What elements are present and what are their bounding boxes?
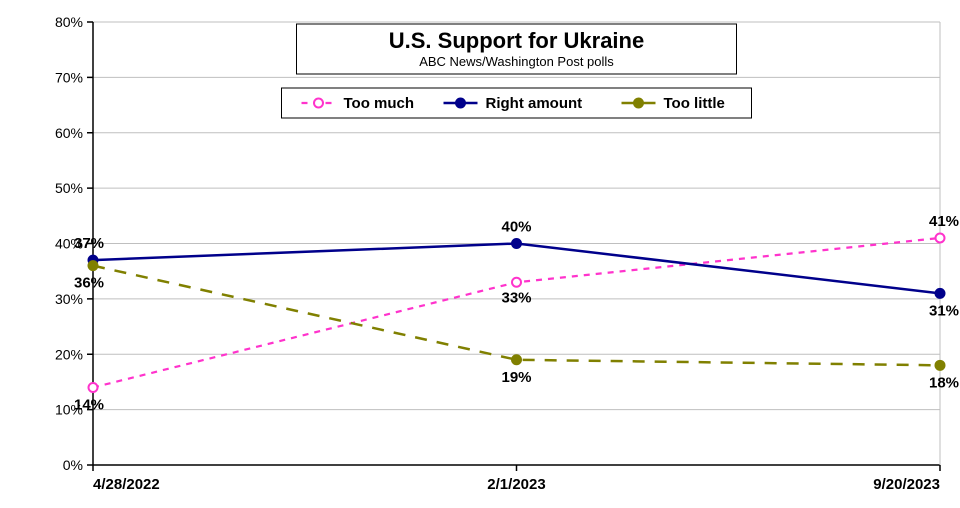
legend-label-too_much: Too much: [344, 95, 415, 112]
legend-marker-too_little: [634, 99, 643, 108]
data-label-too_much: 33%: [501, 289, 531, 306]
series-marker-too_much: [936, 233, 945, 242]
data-label-right_amount: 31%: [929, 302, 959, 319]
data-label-right_amount: 40%: [501, 219, 531, 236]
x-tick-label: 4/28/2022: [93, 476, 160, 493]
legend-label-right_amount: Right amount: [486, 95, 583, 112]
series-marker-too_little: [512, 355, 521, 364]
chart-svg: 0%10%20%30%40%50%60%70%80%4/28/20222/1/2…: [0, 0, 960, 508]
legend-marker-right_amount: [456, 99, 465, 108]
data-label-too_much: 14%: [74, 396, 104, 413]
y-tick-label: 60%: [55, 125, 83, 141]
data-label-too_little: 18%: [929, 374, 959, 391]
y-tick-label: 50%: [55, 180, 83, 196]
y-tick-label: 0%: [63, 457, 83, 473]
data-label-too_little: 36%: [74, 275, 104, 292]
legend-marker-too_much: [314, 99, 323, 108]
series-marker-too_much: [512, 278, 521, 287]
y-tick-label: 30%: [55, 291, 83, 307]
chart-subtitle: ABC News/Washington Post polls: [419, 54, 614, 69]
series-marker-too_much: [89, 383, 98, 392]
legend-label-too_little: Too little: [664, 95, 725, 112]
x-tick-label: 2/1/2023: [487, 476, 545, 493]
data-label-too_much: 41%: [929, 213, 959, 230]
data-label-right_amount: 37%: [74, 235, 104, 252]
y-tick-label: 80%: [55, 14, 83, 30]
series-marker-right_amount: [512, 239, 521, 248]
y-tick-label: 20%: [55, 346, 83, 362]
data-label-too_little: 19%: [501, 369, 531, 386]
chart-container: 0%10%20%30%40%50%60%70%80%4/28/20222/1/2…: [0, 0, 960, 508]
x-tick-label: 9/20/2023: [873, 476, 940, 493]
series-marker-right_amount: [936, 289, 945, 298]
series-marker-too_little: [936, 361, 945, 370]
series-marker-too_little: [89, 261, 98, 270]
chart-title: U.S. Support for Ukraine: [389, 28, 644, 53]
y-tick-label: 70%: [55, 69, 83, 85]
